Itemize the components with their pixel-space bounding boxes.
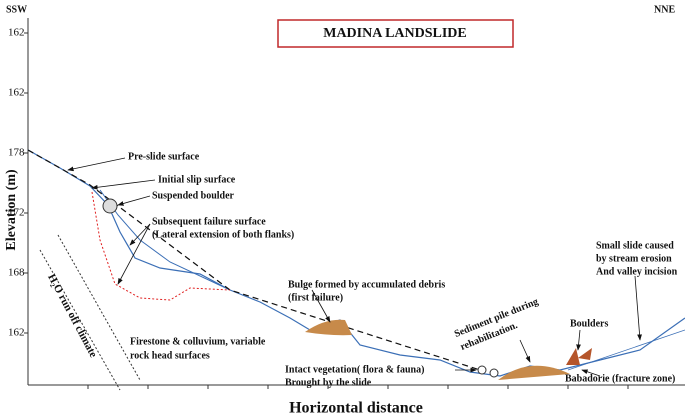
y-tick-label: 168 <box>8 267 25 279</box>
vegetation <box>477 365 487 375</box>
annotation: (first failure) <box>288 292 343 303</box>
annotation: Intact vegetation( flora & fauna) <box>285 364 424 375</box>
debris-pile <box>305 319 352 336</box>
y-tick-label: 162 <box>8 327 25 339</box>
sediment-pile <box>498 365 570 380</box>
vegetation <box>489 368 499 378</box>
annotation: Firestone & colluvium, variable <box>130 336 266 347</box>
y-tick-label: 162 <box>8 27 25 39</box>
annotation: Suspended boulder <box>152 190 235 201</box>
annotation: Brought by the slide <box>285 377 372 388</box>
y-axis-label: Elevation (m) <box>4 169 19 251</box>
annotation: by stream erosion <box>596 253 672 264</box>
x-axis-label: Horizontal distance <box>289 400 423 417</box>
direction: SSW <box>6 4 27 15</box>
annotation: rock head surfaces <box>130 350 210 361</box>
annotation: (Lateral extension of both flanks) <box>152 229 294 240</box>
y-tick-label: 162 <box>8 87 25 99</box>
annotation: Bulge formed by accumulated debris <box>288 279 445 290</box>
annotation: Pre-slide surface <box>128 151 200 162</box>
annotation: Small slide caused <box>596 240 674 251</box>
boulder <box>102 198 118 214</box>
title-box <box>277 19 514 48</box>
annotation: Subsequent failure surface <box>152 216 266 227</box>
arrows <box>67 157 642 377</box>
boulders-icon <box>566 348 592 365</box>
direction: NNE <box>654 4 675 15</box>
annotation: And valley incision <box>596 266 678 277</box>
annotation: Boulders <box>570 318 608 329</box>
axes <box>24 18 685 389</box>
annotation: Initial slip surface <box>158 174 236 185</box>
y-tick-label: 178 <box>8 147 25 159</box>
title: MADINA LANDSLIDE <box>323 26 467 41</box>
y-tick-label: 172 <box>8 207 25 219</box>
annotation: Babadorie (fracture zone) <box>565 373 675 384</box>
annotation: H₂O run off climate <box>45 272 99 360</box>
